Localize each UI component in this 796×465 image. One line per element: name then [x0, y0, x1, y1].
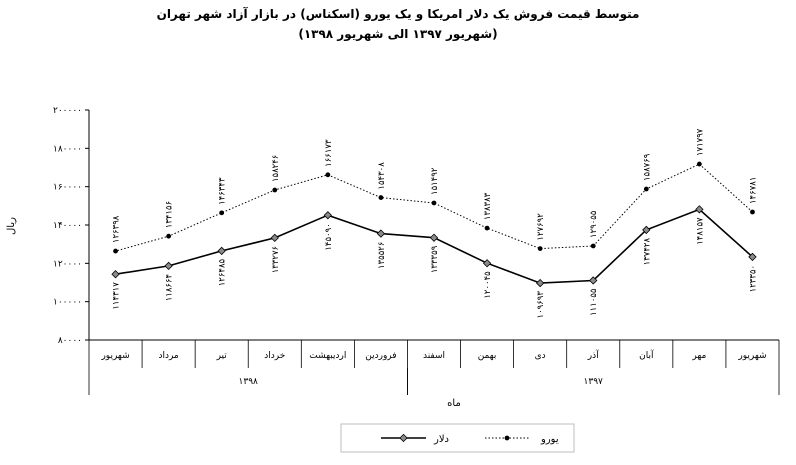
point-euro	[643, 186, 649, 192]
axes	[88, 110, 779, 341]
data-label-euro: ۱۲۹۰۵۵	[589, 210, 599, 238]
data-label-euro: ۱۵۴۳۰۸	[377, 162, 387, 190]
data-label-dollar: ۱۰۹۶۹۳	[536, 291, 546, 319]
y-tick-label: ۱۸۰۰۰۰	[53, 144, 82, 154]
legend-label-dollar: دلار	[433, 434, 449, 445]
data-label-euro: ۱۳۴۱۵۶	[165, 201, 175, 228]
point-dollar	[270, 233, 279, 243]
legend-label-euro: یورو	[540, 434, 559, 445]
data-label-dollar: ۱۱۴۳۱۷	[112, 282, 122, 310]
legend-marker-dollar	[399, 433, 408, 443]
data-label-dollar: ۱۳۷۴۲۸	[642, 238, 652, 266]
point-dollar	[642, 225, 651, 235]
year-label: ۱۳۹۸	[239, 377, 259, 387]
data-label-euro: ۱۵۸۷۶۹	[642, 153, 652, 181]
data-label-euro: ۱۷۱۷۹۷	[695, 128, 705, 156]
x-tick-label: آبان	[639, 349, 654, 361]
data-label-dollar: ۱۲۳۳۵۰	[748, 265, 758, 292]
y-tick-label: ۲۰۰۰۰۰	[53, 106, 82, 116]
point-euro	[696, 161, 702, 167]
data-label-dollar: ۱۲۰۰۴۵	[483, 271, 493, 299]
point-dollar	[535, 278, 545, 288]
data-label-dollar: ۱۲۶۴۸۵	[218, 258, 228, 286]
x-tick-label: دی	[535, 351, 546, 361]
x-tick-label: مهر	[691, 351, 706, 361]
x-tick-label: بهمن	[478, 351, 497, 361]
data-label-euro: ۱۴۶۳۴۳	[218, 177, 228, 205]
x-tick-label: شهریور	[737, 351, 766, 361]
point-dollar	[695, 205, 704, 214]
x-tick-label: خرداد	[264, 351, 285, 361]
x-tick-label: آذر	[587, 349, 599, 361]
legend: یورو دلار	[340, 423, 575, 453]
point-dollar	[323, 211, 333, 220]
x-tick-label: تیر	[216, 351, 228, 361]
data-label-dollar: ۱۴۸۱۵۷	[695, 217, 705, 245]
point-dollar	[429, 233, 439, 242]
point-euro	[219, 210, 225, 216]
point-euro	[113, 248, 118, 254]
x-tick-label: مرداد	[158, 351, 178, 361]
point-dollar	[111, 270, 120, 279]
point-euro	[484, 225, 490, 231]
legend-marker-euro	[504, 435, 510, 441]
y-ticks: ۸۰۰۰۰ ۱۰۰۰۰۰ ۱۲۰۰۰۰ ۱۴۰۰۰۰ ۱۶۰۰۰۰ ۱۸۰۰۰۰ ۲۰۰۰۰…	[53, 106, 89, 346]
data-label-euro: ۱۳۸۳۸۳	[483, 192, 493, 220]
point-dollar	[748, 252, 757, 262]
legend-box	[340, 423, 575, 453]
data-label-dollar: ۱۳۵۵۲۶	[377, 242, 387, 269]
point-euro	[166, 233, 172, 239]
x-categories: شهریور مهر آبان آذر دی بهمن اسفند فروردین اردیبه…	[88, 340, 780, 395]
data-label-dollar: ۱۳۳۳۵۹	[430, 245, 440, 273]
y-tick-label: ۱۲۰۰۰۰	[53, 259, 82, 269]
year-label: ۱۳۹۷	[584, 377, 604, 387]
y-tick-label: ۱۴۰۰۰۰	[53, 221, 82, 231]
point-euro	[272, 187, 278, 193]
x-tick-label: اردیبهشت	[309, 351, 346, 361]
data-label-dollar: ۱۱۱۰۵۵	[589, 288, 599, 316]
chart-title: متوسط قیمت فروش یک دلار امریکا و یک یورو…	[157, 6, 640, 22]
data-label-euro: ۱۲۶۳۹۸	[112, 215, 122, 243]
x-tick-label: اسفند	[423, 351, 445, 361]
point-euro	[431, 200, 437, 206]
point-dollar	[482, 259, 492, 268]
data-label-euro: ۱۵۸۲۴۶	[271, 155, 281, 182]
x-tick-label: شهریور	[100, 351, 129, 361]
chart-subtitle: (شهریور ۱۳۹۷ الی شهریور ۱۳۹۸)	[298, 27, 497, 42]
point-euro	[590, 243, 596, 249]
point-euro	[750, 209, 755, 215]
data-label-euro: ۱۶۶۱۷۳	[324, 139, 334, 167]
data-label-dollar: ۱۱۸۶۶۴	[165, 274, 175, 301]
x-tick-label: فروردین	[365, 351, 396, 361]
data-label-euro: ۱۵۱۴۹۲	[430, 167, 440, 195]
point-euro	[537, 246, 543, 251]
point-dollar	[376, 229, 386, 238]
y-tick-label: ۱۶۰۰۰۰	[53, 183, 82, 193]
plot-area: ۱۴۶۷۸۱ ۱۷۱۷۹۷ ۱۵۸۷۶۹ ۱۲۹۰۵۵ ۱۲۷۶۹۲ ۱۳۸۳۸۳ ۱۵۱۴…	[111, 128, 758, 319]
data-label-euro: ۱۲۷۶۹۲	[536, 213, 546, 241]
point-dollar	[217, 246, 226, 256]
data-label-dollar: ۱۳۳۲۷۶	[271, 246, 281, 273]
y-axis-label: ریال	[6, 217, 17, 235]
x-axis-label: ماه	[447, 398, 461, 409]
data-label-euro: ۱۴۶۷۸۱	[748, 177, 758, 204]
y-tick-label: ۸۰۰۰۰	[58, 336, 82, 346]
y-tick-label: ۱۰۰۰۰۰	[53, 298, 82, 308]
data-label-dollar: ۱۴۵۰۹۰	[324, 223, 334, 250]
point-euro	[325, 172, 331, 178]
point-dollar	[589, 276, 598, 285]
point-dollar	[164, 261, 173, 271]
point-euro	[378, 195, 384, 200]
